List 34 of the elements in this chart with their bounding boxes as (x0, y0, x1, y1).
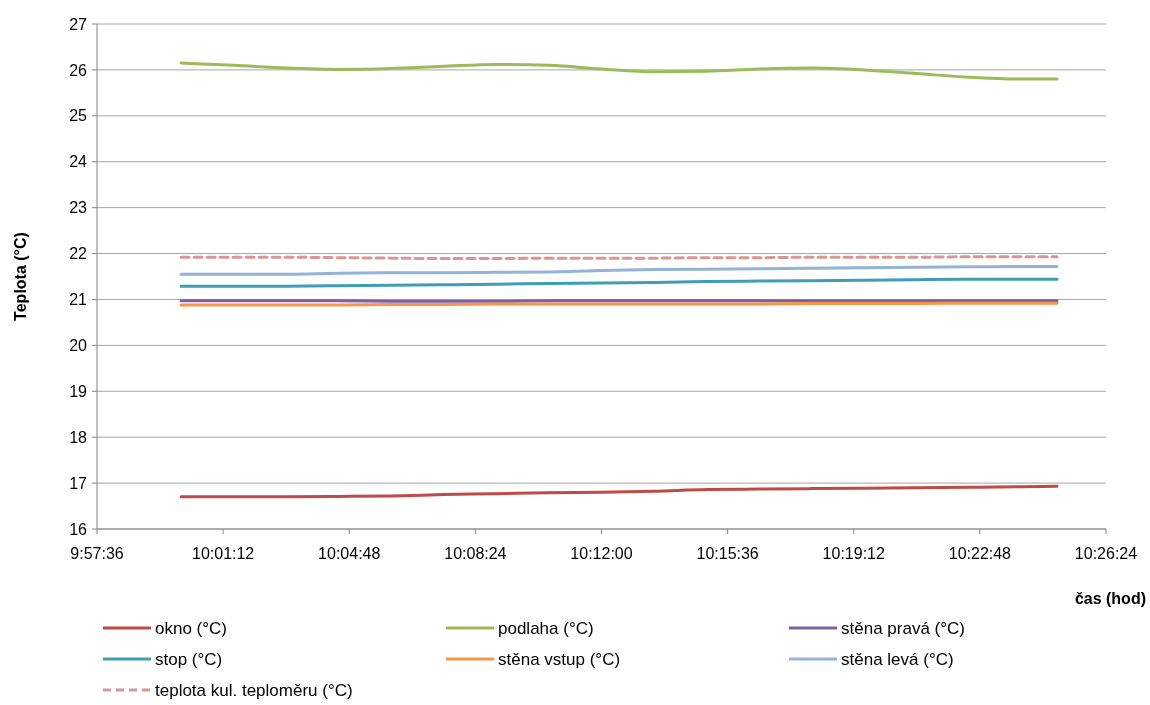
y-tick-label: 24 (69, 153, 88, 171)
x-tick-label: 10:04:48 (318, 545, 381, 562)
y-tick-label: 19 (69, 382, 88, 400)
x-tick-label: 10:19:12 (822, 545, 885, 562)
y-tick-label: 21 (69, 291, 88, 309)
y-axis-title: Teplota (°C) (12, 232, 29, 321)
y-tick-label: 26 (69, 61, 88, 79)
x-tick-label: 10:26:24 (1074, 545, 1138, 562)
y-tick-label: 16 (69, 520, 88, 538)
y-tick-label: 17 (69, 474, 88, 492)
x-tick-label: 10:22:48 (948, 545, 1012, 562)
y-tick-label: 20 (69, 336, 88, 354)
x-tick-label: 10:01:12 (191, 545, 255, 562)
legend-label: podlaha (°C) (498, 618, 594, 638)
x-tick-label: 10:08:24 (444, 545, 507, 562)
y-tick-label: 23 (69, 199, 88, 217)
line-series (179, 484, 1059, 499)
x-tick-label: 10:15:36 (696, 545, 759, 562)
x-axis-title: čas (hod) (1074, 590, 1146, 607)
line-series (179, 264, 1059, 276)
legend-label: okno (°C) (155, 618, 227, 638)
line-series (179, 61, 1059, 81)
line-series (179, 277, 1059, 288)
x-tick-label: 10:12:00 (570, 545, 633, 562)
y-tick-label: 18 (69, 428, 88, 446)
legend-label: stěna levá (°C) (841, 649, 954, 669)
y-tick-label: 22 (69, 245, 88, 263)
x-tick-label: 9:57:36 (70, 545, 124, 562)
y-tick-label: 27 (69, 15, 88, 33)
legend-label: stěna vstup (°C) (498, 649, 621, 669)
legend-label: stop (°C) (155, 649, 223, 669)
legend-label: teplota kul. teploměru (°C) (155, 680, 353, 700)
y-tick-label: 25 (69, 107, 88, 125)
legend-label: stěna pravá (°C) (841, 618, 965, 638)
